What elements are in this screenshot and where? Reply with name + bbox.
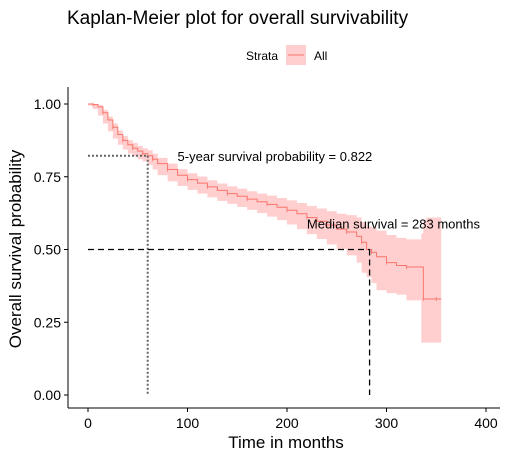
legend: Strata All bbox=[246, 45, 327, 65]
median-survival-label: Median survival = 283 months bbox=[307, 216, 481, 231]
legend-title: Strata bbox=[246, 49, 278, 63]
five-year-survival-label: 5-year survival probability = 0.822 bbox=[178, 149, 373, 164]
x-tick-label: 200 bbox=[275, 415, 299, 431]
x-axis-title: Time in months bbox=[228, 433, 344, 452]
legend-label-all: All bbox=[314, 49, 327, 63]
ticks: 0 100 200 300 400 0.00 0.25 0.50 0.75 1.00 bbox=[34, 96, 498, 431]
x-tick-label: 400 bbox=[474, 415, 498, 431]
y-tick-label: 1.00 bbox=[34, 96, 61, 112]
y-tick-label: 0.75 bbox=[34, 169, 61, 185]
y-axis-title: Overall survival probability bbox=[6, 149, 25, 348]
confidence-band bbox=[88, 104, 442, 343]
axes: 0 100 200 300 400 0.00 0.25 0.50 0.75 1.00 bbox=[34, 87, 500, 431]
chart-title: Kaplan-Meier plot for overall survivabil… bbox=[67, 8, 409, 29]
y-tick-label: 0.25 bbox=[34, 314, 61, 330]
plot-area bbox=[88, 102, 442, 395]
y-tick-label: 0.50 bbox=[34, 242, 61, 258]
x-tick-label: 0 bbox=[84, 415, 92, 431]
y-tick-label: 0.00 bbox=[34, 387, 61, 403]
annotations: 5-year survival probability = 0.822 Medi… bbox=[178, 149, 481, 232]
x-tick-label: 100 bbox=[176, 415, 200, 431]
x-tick-label: 300 bbox=[375, 415, 399, 431]
